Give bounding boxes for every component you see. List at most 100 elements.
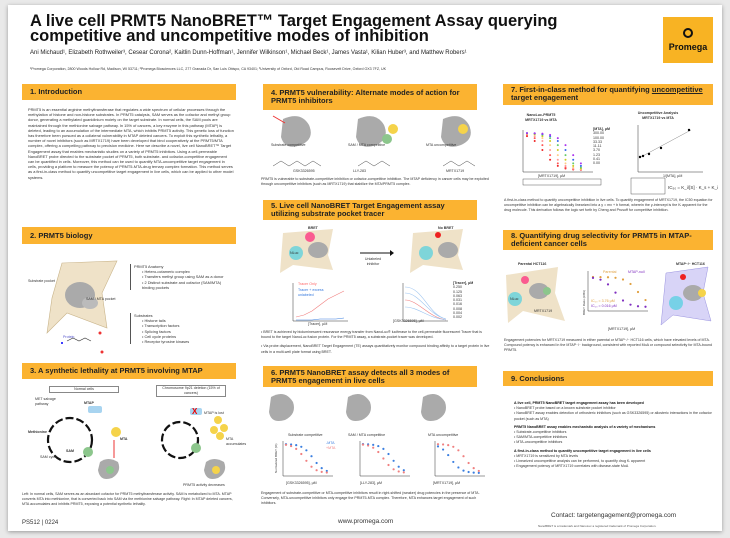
list-item: Via probe displacement, NanoBRET Target … <box>261 344 491 354</box>
promega-logo: Promega <box>663 17 713 63</box>
data-point <box>541 144 544 147</box>
data-point <box>367 444 370 447</box>
data-point <box>315 469 318 472</box>
data-point <box>392 459 395 462</box>
data-point <box>579 164 582 167</box>
data-point <box>541 137 544 140</box>
data-point <box>387 463 390 467</box>
prmt5-icon <box>346 393 371 421</box>
section-7-header: 7. First-in-class method for quantifying… <box>503 84 713 105</box>
equation: IC₅₀ = K_i/[S] · K_s + K_i <box>668 185 718 190</box>
compound-label: MRTX1719 <box>534 309 553 313</box>
data-point <box>372 446 375 449</box>
legend-tracer-excess: Tracer + excess unlabeled <box>298 288 324 298</box>
list-item: MRTX1719 is sensitized by MTA levels <box>514 454 714 459</box>
website-link[interactable]: www.promega.com <box>338 518 394 525</box>
data-point <box>397 465 400 468</box>
data-point <box>572 164 575 167</box>
data-point <box>290 443 293 446</box>
data-point <box>564 166 567 169</box>
data-point <box>636 305 640 308</box>
promega-logo-icon <box>683 28 693 38</box>
data-point <box>477 471 480 474</box>
legend-item: 100.00 <box>593 135 604 140</box>
poster-title: A live cell PRMT5 NanoBRET™ Target Engag… <box>30 12 558 45</box>
ic50-parental: IC₅₀ = 3.76 µM <box>591 299 615 303</box>
section-9-header: 9. Conclusions <box>503 371 713 386</box>
data-point <box>556 144 559 147</box>
data-point <box>382 447 385 450</box>
authors: Ani Michaud¹, Elizabeth Rothweiler³, Ces… <box>30 50 467 56</box>
section-5-header: 5. Live cell NanoBRET Target Engagement … <box>263 200 477 220</box>
data-point <box>402 471 405 474</box>
data-point <box>457 466 460 469</box>
group-heading: PRMT5 NanoBRET assay enables mechanistic… <box>514 424 656 429</box>
list-item: Splicing factors <box>142 329 230 334</box>
section-6-caption: Engagement of substrate-competitive or M… <box>261 491 480 506</box>
legend-item: 0.004 <box>453 311 462 316</box>
data-point <box>320 467 323 470</box>
data-point <box>629 282 632 286</box>
legend-minus-mta: -MTA <box>326 441 335 445</box>
data-point <box>644 305 647 308</box>
legend-item: 0.008 <box>453 306 462 311</box>
data-point <box>477 469 480 473</box>
list-item: Receptor tyrosine kinases <box>142 339 230 344</box>
poster: A live cell PRMT5 NanoBRET™ Target Engag… <box>8 5 722 531</box>
data-point <box>392 468 395 471</box>
conclusion-group: A first-in-class method to quantify unco… <box>514 449 714 470</box>
list-item: Hetero-octameric complex <box>142 269 230 274</box>
bret-assay-figure <box>280 229 463 322</box>
data-point <box>533 140 536 143</box>
data-point <box>462 469 465 472</box>
mode-detection-charts <box>269 393 485 477</box>
data-point <box>447 453 450 457</box>
list-item: Engagement potency of MRTX1719 correlate… <box>514 464 714 469</box>
legend-title: [Tracer], µM <box>453 281 474 285</box>
uncompetitive-analysis-charts <box>522 125 703 195</box>
data-point <box>310 455 313 458</box>
data-point <box>325 469 328 473</box>
data-point <box>549 158 552 161</box>
data-point <box>305 459 308 462</box>
substrates-title: Substrates <box>134 313 153 318</box>
chart1-title: NanoLuc-PRMT5 MRTX1719 vs MTA <box>525 113 557 123</box>
legend-item: 1.23 <box>593 152 600 157</box>
data-point <box>382 457 385 460</box>
mode-substrate-competitive: Substrate competitive <box>271 143 306 147</box>
data-point <box>442 443 445 446</box>
mtap-lost-label: MTAP is lost <box>204 411 224 415</box>
legend-plus-mta: +MTA <box>326 445 336 450</box>
s6-mode-3: MTA uncompetitive <box>428 433 459 437</box>
data-point <box>361 443 365 446</box>
chart2-title: Uncompetitive Analysis MRTX1719 vs MTA <box>637 111 679 121</box>
contact-email[interactable]: Contact: targetengagement@promega.com <box>551 512 677 519</box>
data-point <box>467 461 470 465</box>
poster-code: PS512 | 0224 <box>22 520 59 526</box>
title-underlined: uncompetitive <box>651 85 703 94</box>
trademark-note: NanoBRET is a trademark and NanoLuc a re… <box>538 524 657 528</box>
data-point <box>564 144 567 147</box>
data-point <box>541 149 544 152</box>
gsk-x-label: [GSK3326595], µM <box>393 319 424 323</box>
data-point <box>614 276 617 279</box>
data-point <box>572 158 575 161</box>
data-point <box>377 450 380 454</box>
data-point <box>556 154 559 157</box>
legend-item: 0.002 <box>453 315 462 320</box>
section-5-bullets: BRET is achieved by bioluminescent reson… <box>261 330 491 355</box>
mta-accumulates-label: MTA accumulates <box>226 437 247 447</box>
data-point <box>526 132 528 135</box>
data-point <box>556 137 559 140</box>
data-point <box>452 460 455 464</box>
mtap-label: MTAP <box>84 401 94 405</box>
data-point <box>310 465 313 468</box>
data-point <box>541 132 544 135</box>
data-point <box>284 443 288 446</box>
legend-item: 0.016 <box>453 302 462 307</box>
prmt5-icon <box>269 393 294 421</box>
deletion-label: Chromosome 9p21 deletion (15% of cancers… <box>156 385 226 398</box>
data-point <box>290 444 293 448</box>
svg-text:X: X <box>192 407 198 416</box>
data-point <box>564 149 567 152</box>
